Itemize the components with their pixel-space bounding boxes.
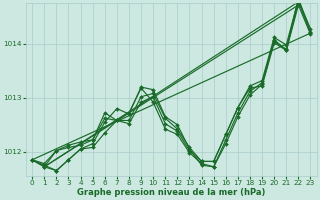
X-axis label: Graphe pression niveau de la mer (hPa): Graphe pression niveau de la mer (hPa) xyxy=(77,188,266,197)
